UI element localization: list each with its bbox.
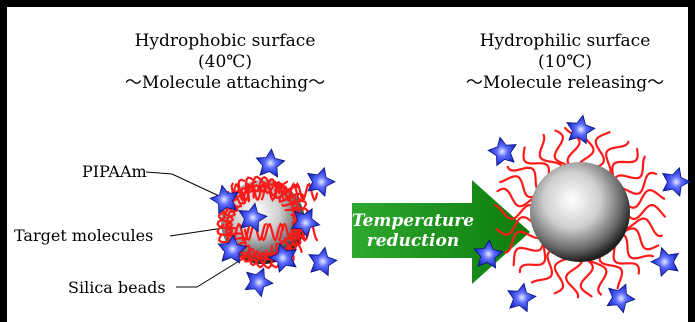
target-molecule-star-icon [473,239,504,269]
left-temperature: (40℃) [198,52,252,72]
target-molecule-star-icon [290,208,321,238]
arrow-text-line1: Temperature [352,211,474,231]
frame-border-right [688,0,695,322]
target-molecule-star-icon [244,267,274,298]
polymer-chain [611,147,639,183]
polymer-chain [623,204,667,220]
polymer-chain [495,215,538,236]
polymer-chain [612,240,641,275]
target-molecules-label: Target molecules [14,226,154,245]
right-polymer-chains [493,125,667,299]
left-surface-title: Hydrophobic surface [134,31,316,51]
polymer-chain [553,255,573,295]
right-temperature: (10℃) [538,52,592,72]
target-molecule-star-icon [507,282,537,313]
polymer-chain [518,239,547,274]
polymer-chain [538,133,564,172]
target-molecule-star-icon [209,184,239,215]
left-caption: Hydrophobic surface (40℃) ～Molecule atta… [100,31,350,94]
target-molecule-star-icon [306,166,336,198]
pipaam-leader [145,171,233,203]
target-molecule-star-icon [650,246,680,278]
silica-beads-leader [176,257,245,288]
target-molecule-star-icon [238,202,268,233]
polymer-chain [591,131,611,170]
target-molecule-star-icon [308,246,338,277]
polymer-chain [598,250,624,290]
target-molecule-star-icon [268,242,298,274]
polymer-chain [506,165,541,193]
frame-border-top [0,0,695,7]
right-target-molecules [473,114,691,314]
polymer-chain [617,171,658,195]
right-bead-group [473,114,691,314]
polymer-chain [618,227,660,251]
polymer-chain [226,222,251,243]
polymer-chain [512,236,545,267]
left-target-molecules [209,148,338,298]
polymer-chain [260,222,285,242]
polymer-chain [604,140,630,178]
polymer-chain [496,187,539,208]
polymer-chain [586,255,608,296]
target-molecule-star-icon [606,283,636,314]
right-silica-bead [530,162,630,262]
polymer-chain [493,203,537,221]
polymer-chain [553,129,573,169]
polymer-chain [277,182,302,202]
left-bead-group [209,148,338,298]
polymer-chain [613,155,646,184]
polymer-chain [260,182,285,202]
target-molecule-star-icon [217,234,248,264]
silica-beads-label: Silica beads [68,278,166,297]
target-molecule-star-icon [487,136,517,167]
right-caption: Hydrophilic surface (10℃) ～Molecule rele… [440,31,690,94]
polymer-chain [530,248,557,284]
target-molecule-star-icon [255,148,286,178]
left-state: ～Molecule attaching～ [124,73,326,93]
temperature-arrow: Temperature reduction [352,180,530,284]
polymer-chain [579,255,594,298]
polymer-chain [243,182,268,202]
polymer-chain [499,175,540,199]
polymer-chain [622,188,666,209]
pipaam-label: PIPAAm [82,162,147,181]
polymer-chain [564,256,583,299]
polymer-chain [266,185,304,199]
polymer-chain [216,214,244,242]
target-molecule-star-icon [566,114,596,145]
polymer-chain [503,230,543,254]
polymer-chain [621,217,663,238]
polymer-chain [259,240,288,269]
polymer-chain [618,233,654,260]
polymer-chain [227,249,268,263]
arrow-text-line2: reduction [367,231,459,251]
right-state: ～Molecule releasing～ [465,73,665,93]
polymer-chain [294,182,319,202]
target-molecule-star-icon [661,166,691,198]
frame-border-left [0,0,7,322]
polymer-chain [522,146,551,182]
right-surface-title: Hydrophilic surface [479,31,651,51]
